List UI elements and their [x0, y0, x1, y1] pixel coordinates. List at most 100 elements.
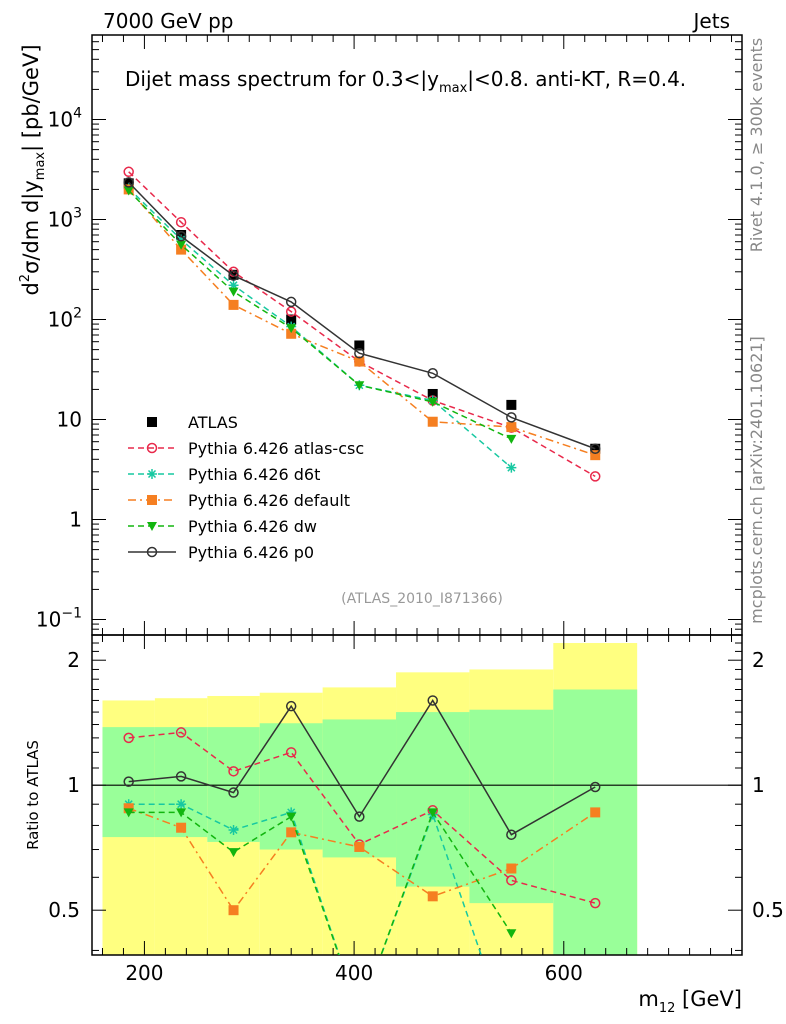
- title-text-part1: Dijet mass spectrum for 0.3<|y: [125, 67, 439, 91]
- star-stroke: [177, 800, 186, 809]
- ratio-point-pythia-6-426-dw: [427, 808, 438, 818]
- main-point-pythia-6-426-p0: [123, 177, 134, 188]
- ratio-point-pythia-6-426-p0: [123, 776, 134, 787]
- ratio-point-pythia-6-426-dw: [506, 929, 517, 939]
- main-point-pythia-6-426-dw: [176, 240, 187, 250]
- legend-label-pythia-6-426-d6t: Pythia 6.426 d6t: [188, 465, 320, 484]
- legend-label-pythia-6-426-dw: Pythia 6.426 dw: [188, 517, 317, 536]
- ratio-point-pythia-6-426-default: [228, 905, 239, 916]
- ratio-point-pythia-6-426-d6t: [176, 799, 187, 810]
- ratio-point-pythia-6-426-atlas-csc: [123, 732, 134, 744]
- mcplots-credit-label: mcplots.cern.ch [arXiv:2401.10621]: [747, 336, 766, 624]
- ratio-point-pythia-6-426-p0: [285, 700, 297, 712]
- main-point-atlas: [286, 314, 297, 325]
- x-tick-label: 600: [545, 961, 583, 985]
- analysis-tag: (ATLAS_2010_I871366): [341, 591, 503, 607]
- legend: ATLAS Pythia 6.426 atlas-csc Pythia 6.426 …: [128, 413, 364, 562]
- ratio-point-pythia-6-426-dw: [228, 848, 239, 858]
- rivet-version-label: Rivet 4.1.0, ≥ 300k events: [747, 38, 766, 252]
- x-tick-label: 200: [125, 961, 163, 985]
- legend-entry-pythia-6-426-dw: Pythia 6.426 dw: [128, 517, 317, 536]
- ratio-point-pythia-6-426-default: [354, 841, 365, 852]
- legend-entry-pythia-6-426-default: Pythia 6.426 default: [128, 491, 350, 510]
- main-point-pythia-6-426-d6t: [228, 280, 239, 291]
- x-label-subscript: 12: [659, 1001, 676, 1016]
- header-energy-label: 7000 GeV pp: [103, 9, 234, 33]
- ratio-point-pythia-6-426-p0: [228, 787, 239, 798]
- main-point-atlas: [354, 340, 365, 351]
- ratio-point-pythia-6-426-p0: [354, 811, 365, 822]
- legend-label-pythia-6-426-atlas-csc: Pythia 6.426 atlas-csc: [188, 439, 364, 458]
- legend-entry-pythia-6-426-p0: Pythia 6.426 p0: [128, 543, 314, 562]
- legend-marker-pythia-6-426-d6t: [147, 469, 157, 479]
- main-y-tick-label: 104: [48, 106, 82, 132]
- star-stroke: [229, 281, 238, 290]
- legend-marker-pythia-6-426-atlas-csc: [146, 442, 158, 454]
- ratio-y-tick-label: 1: [67, 773, 80, 797]
- main-point-atlas: [427, 388, 438, 399]
- main-point-pythia-6-426-atlas-csc: [175, 216, 187, 228]
- ratio-point-pythia-6-426-atlas-csc: [175, 727, 187, 738]
- ratio-series-group: [123, 695, 601, 955]
- ratio-point-pythia-6-426-p0: [506, 829, 517, 840]
- axis-ticks: 200 400 600 10−1 1 10 102 103 104 0.5 0.5 1 1 2 2: [36, 34, 784, 985]
- main-point-pythia-6-426-dw: [286, 324, 297, 334]
- ratio-point-pythia-6-426-default: [427, 891, 438, 902]
- plot-title: Dijet mass spectrum for 0.3<|ymax|<0.8. …: [125, 67, 686, 96]
- ratio-point-pythia-6-426-dw: [286, 812, 297, 822]
- main-point-pythia-6-426-default: [427, 416, 438, 427]
- ratio-line-pythia-6-426-atlas-csc: [128, 731, 596, 904]
- ratio-point-pythia-6-426-p0: [589, 781, 601, 793]
- main-y-tick-label: 10−1: [36, 606, 82, 632]
- main-point-pythia-6-426-dw: [427, 397, 438, 407]
- ratio-y-tick-label-right: 0.5: [752, 898, 784, 922]
- main-line-pythia-6-426-default: [128, 188, 596, 456]
- ratio-y-axis-label: Ratio to ATLAS: [24, 740, 42, 850]
- main-point-pythia-6-426-default: [228, 299, 239, 310]
- star-stroke: [229, 825, 238, 835]
- legend-marker-atlas: [147, 417, 157, 427]
- x-label-main: m: [638, 987, 658, 1011]
- main-point-pythia-6-426-p0: [354, 347, 365, 359]
- main-point-atlas: [506, 399, 517, 410]
- x-axis-label: m12 [GeV]: [638, 987, 742, 1016]
- ratio-line-pythia-6-426-default: [128, 807, 596, 912]
- ratio-point-pythia-6-426-default: [176, 822, 187, 833]
- ratio-point-pythia-6-426-dw: [123, 808, 134, 818]
- ratio-point-pythia-6-426-default: [590, 807, 601, 818]
- inner-band-4: [322, 719, 397, 858]
- main-point-pythia-6-426-p0: [506, 412, 517, 423]
- ratio-point-pythia-6-426-dw: [176, 808, 187, 818]
- ratio-point-pythia-6-426-p0: [175, 771, 187, 782]
- legend-label-atlas: ATLAS: [188, 413, 238, 432]
- ratio-point-pythia-6-426-default: [123, 803, 134, 814]
- ratio-point-pythia-6-426-atlas-csc: [285, 747, 297, 758]
- title-subscript: max: [439, 81, 468, 96]
- star-stroke: [507, 463, 516, 472]
- main-line-pythia-6-426-atlas-csc: [128, 171, 596, 478]
- legend-label-pythia-6-426-default: Pythia 6.426 default: [188, 491, 350, 510]
- inner-band-0: [102, 727, 155, 838]
- inner-band-5: [396, 712, 470, 887]
- ratio-point-pythia-6-426-default: [286, 827, 297, 838]
- main-point-pythia-6-426-dw: [123, 186, 134, 196]
- ratio-point-pythia-6-426-d6t: [228, 825, 239, 836]
- legend-marker-pythia-6-426-default: [147, 495, 157, 505]
- main-series-group: [123, 166, 601, 482]
- title-text-part2: |<0.8. anti-KT, R=0.4.: [467, 67, 686, 91]
- main-point-pythia-6-426-d6t: [506, 462, 517, 473]
- main-point-pythia-6-426-default: [286, 328, 297, 339]
- main-y-tick-label: 10: [57, 408, 82, 432]
- legend-entry-atlas: ATLAS: [147, 413, 238, 432]
- ratio-line-pythia-6-426-p0: [128, 699, 596, 836]
- main-y-tick-label: 102: [48, 306, 82, 332]
- legend-entry-pythia-6-426-atlas-csc: Pythia 6.426 atlas-csc: [128, 439, 364, 458]
- main-point-pythia-6-426-atlas-csc: [589, 471, 601, 482]
- main-point-pythia-6-426-default: [506, 422, 517, 433]
- main-y-tick-label: 1: [69, 508, 82, 532]
- ratio-y-tick-label: 0.5: [48, 898, 80, 922]
- main-line-pythia-6-426-p0: [128, 181, 596, 450]
- main-point-pythia-6-426-dw: [506, 434, 517, 444]
- main-point-pythia-6-426-default: [590, 450, 601, 461]
- ratio-point-pythia-6-426-atlas-csc: [589, 897, 601, 909]
